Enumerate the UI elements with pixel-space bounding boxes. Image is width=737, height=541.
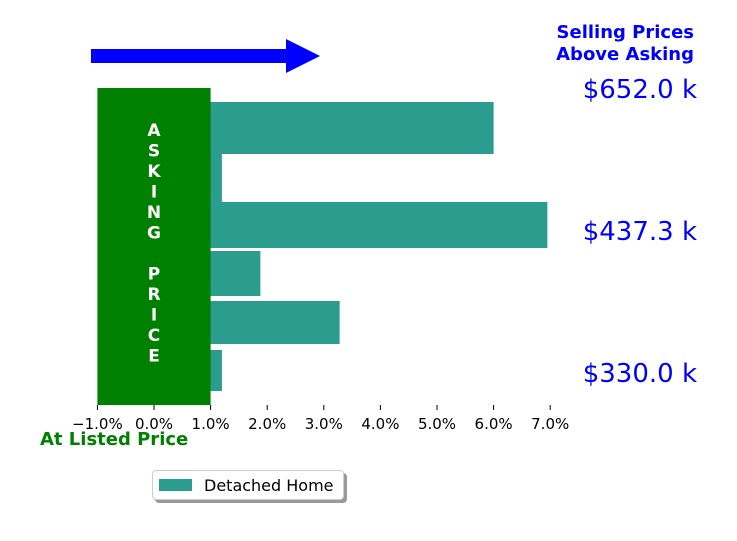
asking-price-letter: P [148, 265, 160, 285]
x-tick-label: 0.0% [135, 415, 173, 433]
bars-layer [154, 102, 548, 391]
price-labels: $652.0 k $437.3 k $330.0 k [583, 75, 697, 389]
legend: Detached Home [152, 470, 344, 500]
asking-price-letter: S [148, 142, 160, 162]
x-tick-label: 6.0% [475, 415, 513, 433]
asking-price-letter: I [151, 306, 157, 326]
chart-title-line-1: Selling Prices [557, 22, 694, 43]
bar [154, 202, 548, 248]
chart-title-line-2: Above Asking [556, 44, 694, 65]
x-tick-label: 7.0% [531, 415, 569, 433]
asking-price-letter: K [147, 162, 161, 182]
legend-swatch [159, 479, 192, 491]
price-label: $652.0 k [583, 75, 697, 105]
x-axis-label: At Listed Price [40, 429, 188, 450]
asking-price-letter: R [147, 285, 160, 305]
x-tick-label: 2.0% [248, 415, 286, 433]
legend-label: Detached Home [204, 475, 334, 495]
x-tick-label: 1.0% [192, 415, 230, 433]
x-tick-label: 4.0% [361, 415, 399, 433]
asking-price-letter: G [147, 224, 161, 244]
asking-price-letter: E [148, 347, 160, 367]
x-tick-label: 3.0% [305, 415, 343, 433]
x-tick-label: −1.0% [72, 415, 123, 433]
asking-price-letter: I [151, 183, 157, 203]
price-label: $437.3 k [583, 217, 697, 247]
asking-price-letter: N [147, 203, 161, 223]
asking-price-box [97, 88, 211, 405]
asking-price-letter: A [147, 121, 161, 141]
asking-price-letter: C [148, 326, 160, 346]
x-tick-label: 5.0% [418, 415, 456, 433]
x-axis: −1.0% 0.0% 1.0% 2.0% 3.0% 4.0% 5.0% 6.0% 7.0% [72, 405, 569, 433]
price-label: $330.0 k [583, 359, 697, 389]
arrow-icon [91, 39, 320, 73]
